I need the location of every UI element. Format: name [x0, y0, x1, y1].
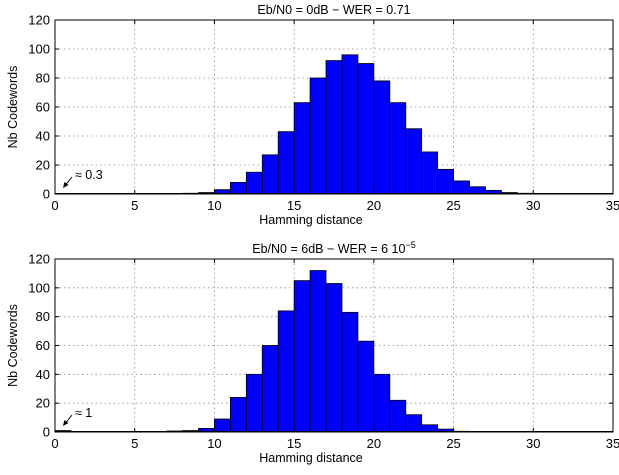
chart-panel-1: 0 5 10 15 20 25 30 35 0 20 40 60 80 100 120 Eb/N0 = 0dB… — [6, 3, 619, 227]
x-tick-label: 35 — [606, 198, 619, 213]
chart-title: Eb/N0 = 6dB − WER = 6 10−5 — [252, 240, 415, 256]
x-axis-label: Hamming distance — [259, 213, 363, 227]
bar — [294, 103, 310, 194]
bar — [470, 187, 486, 194]
bar — [422, 152, 438, 194]
y-tick-label: 60 — [36, 338, 50, 353]
x-tick-label: 20 — [367, 436, 381, 451]
annotation-label: ≈ 1 — [75, 406, 92, 420]
x-tick-label: 15 — [287, 436, 301, 451]
chart-title-superscript: −5 — [405, 240, 415, 250]
x-axis-label: Hamming distance — [259, 451, 363, 465]
y-tick-label: 40 — [36, 129, 50, 144]
bar — [326, 284, 342, 432]
bar — [390, 400, 406, 432]
x-tick-label: 10 — [207, 436, 221, 451]
y-tick-label: 0 — [43, 425, 50, 440]
x-tick-label: 25 — [446, 436, 460, 451]
chart-title: Eb/N0 = 0dB − WER = 0.71 — [257, 3, 410, 17]
annotation-label: ≈ 0.3 — [75, 168, 103, 182]
bar — [422, 425, 438, 432]
bar — [294, 281, 310, 432]
y-axis-label: Nb Codewords — [6, 304, 20, 387]
bar — [262, 155, 278, 194]
bar — [230, 182, 246, 194]
x-tick-label: 10 — [207, 198, 221, 213]
bar — [454, 181, 470, 194]
y-tick-label: 40 — [36, 367, 50, 382]
bar — [342, 312, 358, 432]
y-tick-label: 60 — [36, 100, 50, 115]
y-tick-label: 0 — [43, 187, 50, 202]
x-tick-label: 30 — [526, 198, 540, 213]
bar — [278, 311, 294, 432]
y-tick-label: 100 — [28, 42, 50, 57]
chart-panel-2: 0 5 10 15 20 25 30 35 0 20 40 60 80 100 120 Eb/N0 = 6dB… — [6, 240, 619, 465]
y-tick-label: 120 — [28, 252, 50, 267]
x-tick-label: 35 — [606, 436, 619, 451]
y-tick-label: 20 — [36, 396, 50, 411]
x-tick-label: 20 — [367, 198, 381, 213]
y-tick-label: 100 — [28, 280, 50, 295]
bar — [310, 78, 326, 194]
x-tick-label: 0 — [51, 436, 58, 451]
bar — [374, 374, 390, 432]
bar — [246, 172, 262, 194]
bar — [230, 397, 246, 432]
x-tick-label: 0 — [51, 198, 58, 213]
bar — [342, 55, 358, 194]
bar — [262, 346, 278, 433]
x-tick-label: 5 — [131, 436, 138, 451]
x-tick-label: 5 — [131, 198, 138, 213]
bar — [278, 132, 294, 194]
bar — [438, 169, 454, 194]
bar — [374, 81, 390, 194]
y-tick-label: 120 — [28, 13, 50, 28]
bar — [246, 374, 262, 432]
y-tick-label: 80 — [36, 71, 50, 86]
y-tick-label: 20 — [36, 158, 50, 173]
y-axis-label: Nb Codewords — [6, 66, 20, 149]
x-tick-label: 25 — [446, 198, 460, 213]
bar — [406, 129, 422, 194]
bar — [214, 419, 230, 432]
y-tick-label: 80 — [36, 309, 50, 324]
bar — [326, 61, 342, 194]
x-tick-label: 15 — [287, 198, 301, 213]
bar — [358, 64, 374, 195]
bar — [310, 271, 326, 432]
bar — [406, 415, 422, 432]
bar — [390, 103, 406, 194]
x-tick-label: 30 — [526, 436, 540, 451]
bar — [358, 341, 374, 432]
